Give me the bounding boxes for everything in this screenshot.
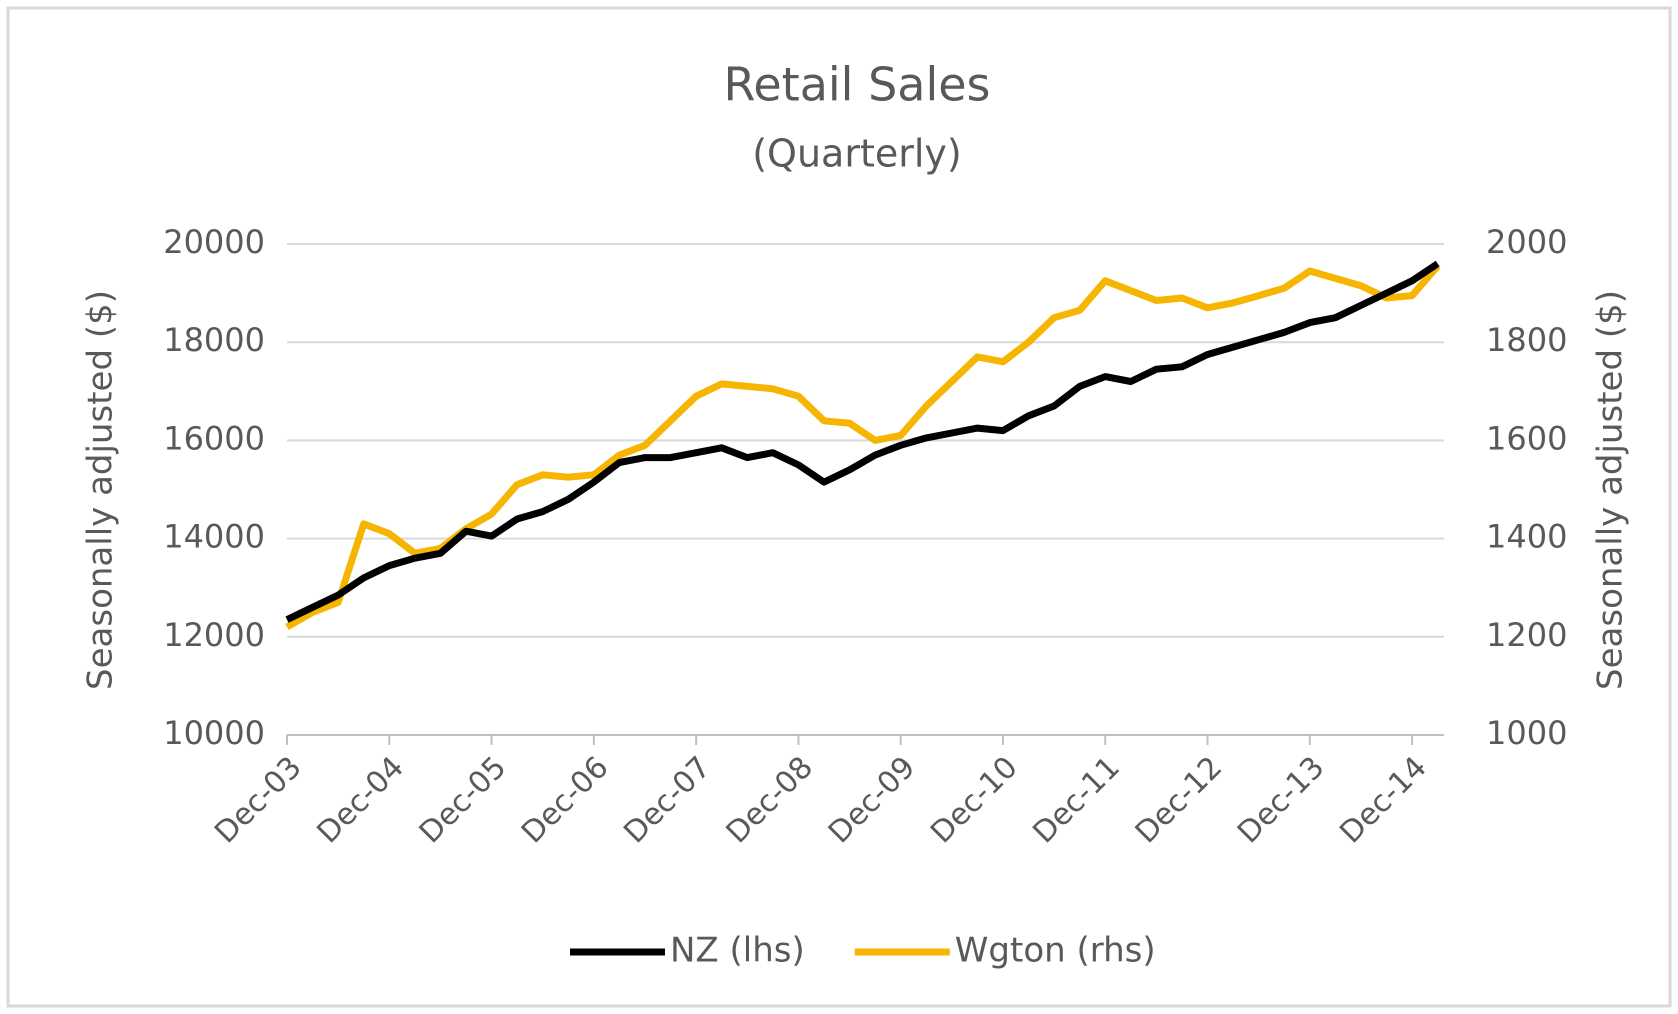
chart-subtitle: (Quarterly) bbox=[752, 132, 962, 176]
y-tick-label: 20000 bbox=[163, 223, 265, 261]
y-tick-label: 14000 bbox=[163, 518, 265, 556]
legend-label: Wgton (rhs) bbox=[955, 931, 1156, 971]
frame bbox=[6, 6, 1672, 1008]
y2-axis-label: Seasonally adjusted ($) bbox=[1591, 290, 1631, 690]
y2-tick-label: 1000 bbox=[1486, 714, 1567, 752]
y-tick-label: 16000 bbox=[163, 419, 265, 457]
line-series bbox=[285, 263, 1441, 631]
y2-tick-label: 1600 bbox=[1486, 419, 1567, 457]
y2-tick-label: 2000 bbox=[1486, 223, 1567, 261]
y2-tick-label: 1400 bbox=[1486, 518, 1567, 556]
y-tick-label: 18000 bbox=[163, 321, 265, 359]
y-tick-label: 12000 bbox=[163, 616, 265, 654]
line-series bbox=[285, 260, 1440, 623]
chart-title: Retail Sales bbox=[723, 58, 990, 112]
y2-tick-label: 1200 bbox=[1486, 616, 1567, 654]
y-axis-label: Seasonally adjusted ($) bbox=[81, 290, 121, 690]
y-tick-label: 10000 bbox=[163, 714, 265, 752]
y2-tick-label: 1800 bbox=[1486, 321, 1567, 359]
legend-label: NZ (lhs) bbox=[670, 931, 805, 971]
